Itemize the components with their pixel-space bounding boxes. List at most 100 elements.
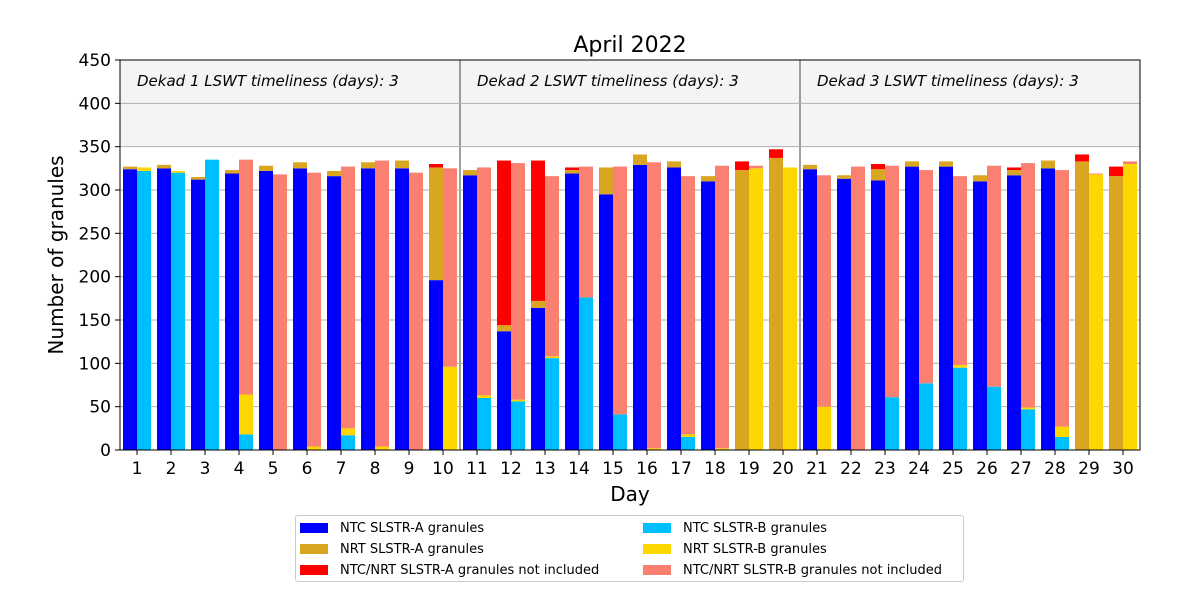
dekad-label: Dekad 3 LSWT timeliness (days): 3 — [817, 72, 1079, 90]
bar-slstr-a-ntc — [157, 168, 171, 451]
legend-item-nrt-slstr-a: NRT SLSTR-A granules — [300, 540, 484, 558]
x-tick-label: 23 — [874, 459, 896, 479]
bar-slstr-a-nrt — [497, 325, 511, 332]
bar-slstr-b-nrt — [171, 170, 185, 173]
bar-slstr-a-not-included — [1109, 166, 1123, 177]
y-tick-label: 400 — [79, 94, 111, 114]
bar-slstr-b-not-included — [749, 165, 763, 169]
bar-slstr-b-ntc — [205, 159, 219, 450]
x-tick-label: 29 — [1078, 459, 1100, 479]
y-tick-label: 250 — [79, 224, 111, 244]
x-tick-label: 19 — [738, 459, 760, 479]
bar-slstr-a-nrt — [463, 170, 477, 176]
legend-swatch — [300, 544, 328, 554]
bar-slstr-b-nrt — [443, 366, 457, 450]
dekad-label: Dekad 2 LSWT timeliness (days): 3 — [477, 72, 739, 90]
bar-slstr-b-nrt — [1123, 164, 1137, 450]
bar-slstr-a-ntc — [837, 178, 851, 450]
bar-slstr-a-nrt — [225, 170, 239, 174]
bar-slstr-b-not-included — [953, 176, 967, 366]
legend-label: NRT SLSTR-B granules — [683, 541, 827, 557]
bar-slstr-b-ntc — [477, 398, 491, 450]
bar-slstr-a-nrt — [259, 165, 273, 171]
bar-slstr-b-ntc — [511, 401, 525, 450]
bar-slstr-b-not-included — [307, 172, 321, 447]
bar-slstr-b-nrt — [817, 406, 831, 450]
bar-slstr-a-ntc — [259, 170, 273, 450]
bar-slstr-a-nrt — [565, 170, 579, 174]
bar-slstr-a-nrt — [905, 161, 919, 167]
bar-slstr-b-nrt — [307, 446, 321, 450]
legend-swatch — [643, 565, 671, 575]
bar-slstr-a-ntc — [123, 169, 137, 450]
bar-slstr-a-not-included — [429, 164, 443, 168]
legend-label: NTC SLSTR-B granules — [683, 520, 828, 536]
bar-slstr-b-not-included — [545, 176, 559, 357]
x-tick-label: 14 — [568, 459, 590, 479]
bar-slstr-a-ntc — [1041, 168, 1055, 451]
x-tick-label: 9 — [404, 459, 415, 479]
bar-slstr-b-not-included — [851, 166, 865, 450]
bar-slstr-a-not-included — [497, 160, 511, 326]
bar-slstr-b-not-included — [613, 166, 627, 415]
bar-slstr-b-not-included — [375, 160, 389, 447]
bar-slstr-a-ntc — [395, 168, 409, 451]
y-tick-label: 150 — [79, 311, 111, 331]
bar-slstr-a-ntc — [327, 176, 341, 450]
x-tick-label: 5 — [268, 459, 279, 479]
bar-slstr-b-ntc — [613, 414, 627, 450]
x-tick-label: 17 — [670, 459, 692, 479]
bar-slstr-a-ntc — [599, 194, 613, 450]
bar-slstr-b-not-included — [647, 162, 661, 449]
bar-slstr-a-nrt — [1109, 176, 1123, 450]
x-tick-label: 28 — [1044, 459, 1066, 479]
x-tick-label: 12 — [500, 459, 522, 479]
bar-slstr-b-ntc — [885, 397, 899, 450]
bar-slstr-a-nrt — [837, 175, 851, 179]
x-tick-label: 11 — [466, 459, 488, 479]
x-tick-label: 27 — [1010, 459, 1032, 479]
x-axis-label: Day — [610, 482, 650, 506]
bar-slstr-a-nrt — [633, 154, 647, 165]
legend-item-not-included-slstr-b: NTC/NRT SLSTR-B granules not included — [643, 561, 942, 579]
bar-slstr-a-not-included — [1007, 167, 1021, 171]
bar-slstr-b-not-included — [1021, 163, 1035, 408]
y-axis: 0 50 100 150 200 250 300 350 400 450 — [79, 51, 120, 461]
bar-slstr-b-nrt — [239, 394, 253, 435]
bar-slstr-a-ntc — [565, 173, 579, 451]
bar-slstr-a-nrt — [429, 167, 443, 281]
bar-slstr-b-nrt — [341, 428, 355, 436]
x-tick-label: 25 — [942, 459, 964, 479]
legend-swatch — [643, 544, 671, 554]
bar-slstr-b-not-included — [1055, 170, 1069, 427]
bar-slstr-b-ntc — [341, 435, 355, 450]
x-tick-label: 22 — [840, 459, 862, 479]
bar-slstr-a-not-included — [735, 161, 749, 171]
bar-slstr-a-ntc — [1007, 175, 1021, 450]
x-axis: 1 2 3 4 5 6 7 8 9 10 11 12 13 14 15 16 17 18 19 20 21 22 23 24 2… — [132, 450, 1134, 479]
x-tick-label: 15 — [602, 459, 624, 479]
x-tick-label: 26 — [976, 459, 998, 479]
bar-slstr-b-not-included — [511, 163, 525, 400]
bar-slstr-b-ntc — [545, 358, 559, 450]
y-tick-label: 0 — [100, 441, 111, 461]
bar-slstr-a-ntc — [633, 164, 647, 450]
bar-slstr-a-ntc — [667, 167, 681, 450]
bar-slstr-a-nrt — [599, 167, 613, 195]
bar-slstr-a-not-included — [871, 164, 885, 170]
bar-slstr-b-ntc — [681, 437, 695, 450]
bar-slstr-b-not-included — [409, 172, 423, 450]
y-tick-label: 200 — [79, 268, 111, 288]
bar-slstr-b-ntc — [239, 434, 253, 450]
bar-slstr-b-nrt — [647, 448, 661, 450]
bar-slstr-a-nrt — [803, 164, 817, 170]
bar-slstr-b-nrt — [953, 365, 967, 368]
dekad-label: Dekad 1 LSWT timeliness (days): 3 — [137, 72, 399, 90]
bar-slstr-b-ntc — [1055, 437, 1069, 450]
plot-frame — [119, 59, 1141, 451]
legend-label: NTC SLSTR-A granules — [340, 520, 485, 536]
bar-slstr-b-not-included — [273, 174, 287, 450]
bar-slstr-a-ntc — [905, 166, 919, 450]
y-tick-label: 50 — [89, 398, 111, 418]
x-tick-label: 4 — [234, 459, 245, 479]
